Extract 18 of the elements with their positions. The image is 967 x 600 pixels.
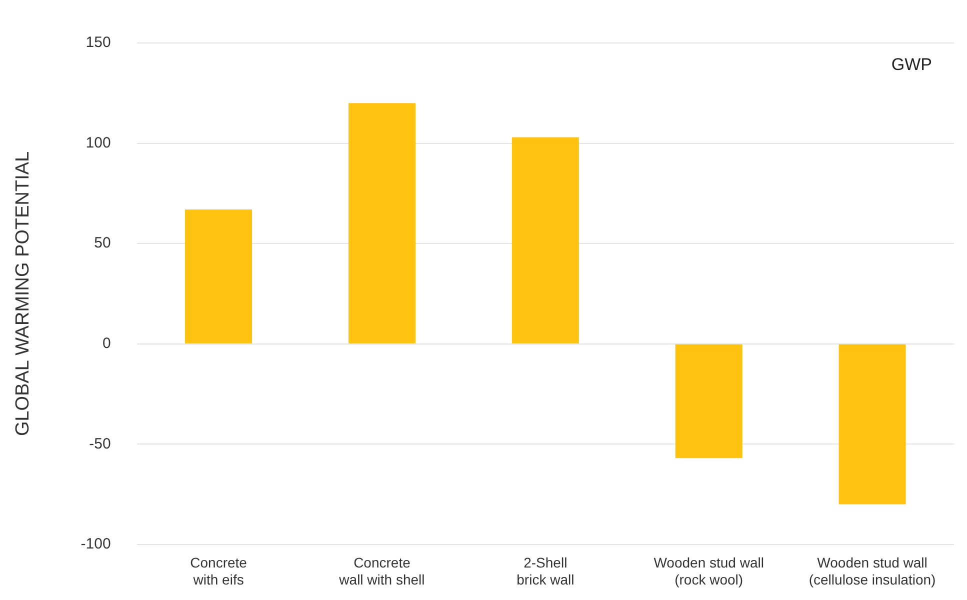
annotation: GWP bbox=[891, 55, 932, 74]
bar bbox=[348, 103, 416, 344]
y-tick-label: -100 bbox=[80, 536, 111, 553]
y-tick-label: -50 bbox=[89, 435, 111, 452]
x-tick-label: 2-Shell brick wall bbox=[516, 554, 574, 588]
y-tick-label: 50 bbox=[94, 234, 111, 252]
y-tick-label: 150 bbox=[86, 34, 111, 52]
x-tick-label: Concrete wall with shell bbox=[338, 554, 425, 588]
y-tick-label: 0 bbox=[102, 334, 111, 352]
bar bbox=[838, 344, 906, 504]
y-tick-label: 100 bbox=[86, 134, 111, 152]
y-axis-title: GLOBAL WARMING POTENTIAL bbox=[12, 151, 34, 436]
bar bbox=[675, 344, 742, 458]
x-tick-label: Concrete with eifs bbox=[190, 554, 248, 588]
x-tick-label: Wooden stud wall (cellulose insulation) bbox=[808, 554, 936, 588]
bar bbox=[185, 209, 252, 344]
bar bbox=[512, 137, 579, 344]
x-tick-label: Wooden stud wall (rock wool) bbox=[654, 554, 764, 588]
